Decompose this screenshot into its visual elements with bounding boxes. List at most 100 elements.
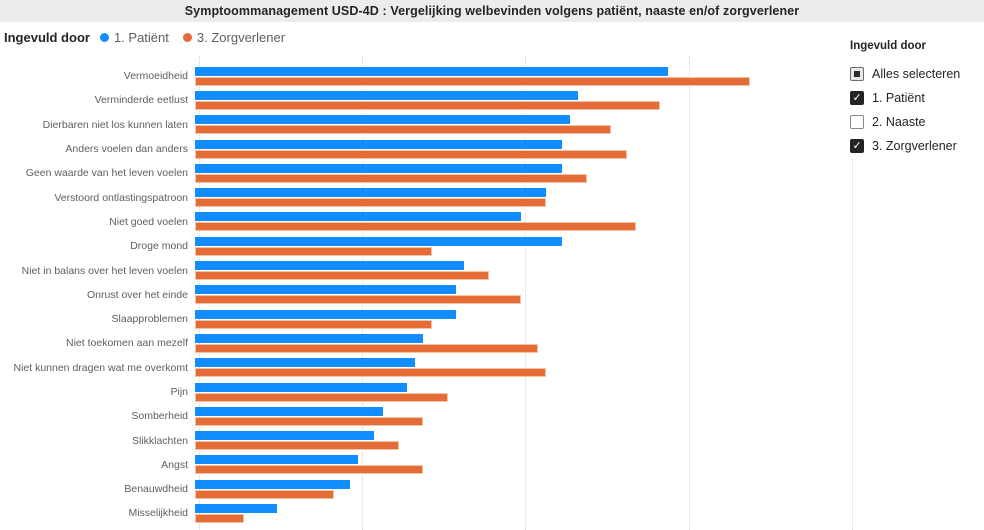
bar-patient[interactable] xyxy=(195,479,350,489)
legend-label-patient: 1. Patiënt xyxy=(113,29,169,45)
filter-item[interactable]: 1. Patiënt xyxy=(850,86,976,110)
bar-group xyxy=(195,333,864,353)
chart-row: Slikklachten xyxy=(0,428,868,452)
category-label[interactable]: Somberheid xyxy=(131,410,188,423)
filter-item-label: Alles selecteren xyxy=(872,67,961,81)
category-label[interactable]: Slikklachten xyxy=(131,434,188,447)
checkbox-partial-icon[interactable] xyxy=(850,67,864,81)
bar-patient[interactable] xyxy=(195,66,669,76)
bar-patient[interactable] xyxy=(195,115,571,125)
bar-group xyxy=(195,115,864,135)
category-label[interactable]: Benauwdheid xyxy=(124,483,188,496)
bar-patient[interactable] xyxy=(195,455,359,465)
bar-patient[interactable] xyxy=(195,261,465,271)
category-label[interactable]: Anders voelen dan anders xyxy=(65,143,188,156)
bar-patient[interactable] xyxy=(195,285,457,295)
bar-zorgverlener[interactable] xyxy=(195,489,334,499)
filter-item-label: 1. Patiënt xyxy=(872,91,925,105)
filter-pane-items: Alles selecteren 1. Patiënt 2. Naaste 3. Zo… xyxy=(850,62,976,158)
bar-group xyxy=(195,90,864,110)
bar-patient[interactable] xyxy=(195,309,457,319)
bar-group xyxy=(195,188,864,208)
bar-zorgverlener[interactable] xyxy=(195,149,628,159)
category-label[interactable]: Vermoeidheid xyxy=(123,70,188,83)
legend-dot-zorgverlener-icon xyxy=(182,32,192,42)
category-label[interactable]: Niet goed voelen xyxy=(109,215,188,228)
chart-title: Symptoommanagement USD-4D : Vergelijking… xyxy=(184,4,800,18)
chart-rows: Vermoeidheid Verminderde eetlust Dierbaren… xyxy=(0,64,868,526)
bar-group xyxy=(195,163,864,183)
chart-row: Niet toekomen aan mezelf xyxy=(0,331,868,355)
chart-legend: Ingevuld door 1. Patiënt 3. Zorgverlener xyxy=(4,28,293,46)
chart-row: Verminderde eetlust xyxy=(0,88,868,112)
bar-patient[interactable] xyxy=(195,406,383,416)
bar-patient[interactable] xyxy=(195,382,408,392)
bar-zorgverlener[interactable] xyxy=(195,441,399,451)
bar-zorgverlener[interactable] xyxy=(195,343,538,353)
chart-row: Droge mond xyxy=(0,234,868,258)
bar-zorgverlener[interactable] xyxy=(195,76,750,86)
bar-patient[interactable] xyxy=(195,90,579,100)
bar-group xyxy=(195,479,864,499)
legend-label-zorgverlener: 3. Zorgverlener xyxy=(196,29,286,45)
bar-zorgverlener[interactable] xyxy=(195,222,636,232)
bar-zorgverlener[interactable] xyxy=(195,416,424,426)
bar-zorgverlener[interactable] xyxy=(195,198,546,208)
category-label[interactable]: Niet kunnen dragen wat me overkomt xyxy=(13,361,188,374)
bar-zorgverlener[interactable] xyxy=(195,100,661,110)
category-label[interactable]: Verminderde eetlust xyxy=(94,94,188,107)
bar-group xyxy=(195,236,864,256)
bar-zorgverlener[interactable] xyxy=(195,368,546,378)
filter-item[interactable]: Alles selecteren xyxy=(850,62,976,86)
category-label[interactable]: Angst xyxy=(161,458,188,471)
bar-zorgverlener[interactable] xyxy=(195,173,587,183)
category-label[interactable]: Geen waarde van het leven voelen xyxy=(25,167,188,180)
chart-row: Angst xyxy=(0,453,868,477)
bar-patient[interactable] xyxy=(195,163,563,173)
bar-patient[interactable] xyxy=(195,333,424,343)
category-label[interactable]: Niet toekomen aan mezelf xyxy=(66,337,188,350)
bar-zorgverlener[interactable] xyxy=(195,246,432,256)
bar-patient[interactable] xyxy=(195,139,563,149)
checkbox-unchecked-icon[interactable] xyxy=(850,115,864,129)
chart-row: Onrust over het einde xyxy=(0,283,868,307)
bar-patient[interactable] xyxy=(195,358,416,368)
checkbox-checked-icon[interactable] xyxy=(850,139,864,153)
bar-patient[interactable] xyxy=(195,431,375,441)
bar-patient[interactable] xyxy=(195,188,546,198)
category-label[interactable]: Slaapproblemen xyxy=(111,313,188,326)
bar-group xyxy=(195,66,864,86)
filter-pane: Ingevuld door Alles selecteren 1. Patiënt… xyxy=(850,40,976,158)
bar-patient[interactable] xyxy=(195,503,277,513)
bar-zorgverlener[interactable] xyxy=(195,125,612,135)
chart-row: Niet goed voelen xyxy=(0,210,868,234)
checkbox-checked-icon[interactable] xyxy=(850,91,864,105)
bar-group xyxy=(195,139,864,159)
bar-zorgverlener[interactable] xyxy=(195,319,432,329)
category-label[interactable]: Verstoord ontlastingspatroon xyxy=(54,191,188,204)
category-label[interactable]: Misselijkheid xyxy=(128,507,188,520)
bar-group xyxy=(195,503,864,523)
bar-patient[interactable] xyxy=(195,212,522,222)
bar-zorgverlener[interactable] xyxy=(195,295,522,305)
category-label[interactable]: Dierbaren niet los kunnen laten xyxy=(42,118,188,131)
category-label[interactable]: Onrust over het einde xyxy=(87,288,188,301)
bar-group xyxy=(195,309,864,329)
bar-zorgverlener[interactable] xyxy=(195,513,244,523)
legend-item-patient[interactable]: 1. Patiënt xyxy=(99,29,169,45)
filter-item-label: 3. Zorgverlener xyxy=(872,139,957,153)
bar-group xyxy=(195,285,864,305)
category-label[interactable]: Pijn xyxy=(170,386,188,398)
bar-patient[interactable] xyxy=(195,236,563,246)
category-label[interactable]: Droge mond xyxy=(130,240,188,253)
chart-title-bar: Symptoommanagement USD-4D : Vergelijking… xyxy=(0,0,984,22)
bar-zorgverlener[interactable] xyxy=(195,392,448,402)
legend-item-zorgverlener[interactable]: 3. Zorgverlener xyxy=(182,29,286,45)
filter-item[interactable]: 3. Zorgverlener xyxy=(850,134,976,158)
bar-zorgverlener[interactable] xyxy=(195,465,424,475)
bar-group xyxy=(195,406,864,426)
chart-row: Benauwdheid xyxy=(0,477,868,501)
filter-item[interactable]: 2. Naaste xyxy=(850,110,976,134)
category-label[interactable]: Niet in balans over het leven voelen xyxy=(21,264,188,277)
bar-zorgverlener[interactable] xyxy=(195,271,489,281)
